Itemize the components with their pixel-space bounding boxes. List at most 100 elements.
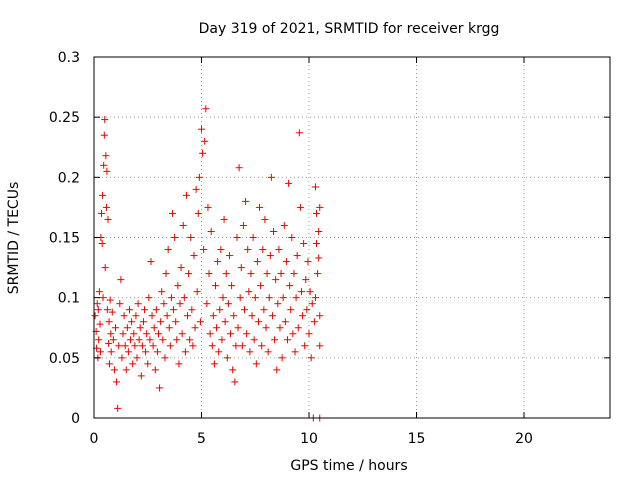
data-point [296, 203, 304, 211]
data-point [187, 234, 195, 241]
data-point [186, 336, 194, 344]
data-point [239, 221, 247, 229]
data-point [257, 282, 265, 290]
data-point [177, 264, 185, 272]
data-point [106, 296, 114, 304]
data-point [151, 366, 159, 374]
data-point [315, 254, 323, 262]
data-point [108, 308, 116, 316]
data-point [163, 312, 171, 320]
data-point [204, 203, 212, 211]
y-tick-label: 0.3 [58, 50, 80, 66]
data-point [115, 342, 123, 350]
data-point [99, 294, 107, 302]
data-point [166, 342, 174, 350]
data-point [138, 342, 146, 350]
data-point [170, 306, 178, 314]
data-point [167, 294, 175, 302]
data-point [287, 306, 295, 314]
data-point [103, 167, 111, 175]
data-point [236, 294, 244, 302]
data-point [107, 348, 115, 356]
data-point [96, 320, 104, 328]
data-point [307, 354, 315, 362]
data-point [174, 282, 182, 290]
data-point [165, 324, 173, 332]
data-point [91, 312, 99, 320]
data-point [206, 330, 214, 338]
data-point [202, 105, 210, 113]
data-point [122, 366, 130, 374]
data-point [143, 330, 151, 338]
data-point [160, 300, 168, 308]
data-point [214, 258, 222, 266]
data-point [161, 354, 169, 362]
data-point [265, 294, 273, 302]
data-point [175, 360, 183, 368]
data-point [219, 294, 227, 302]
x-axis-label: GPS time / hours [290, 458, 407, 474]
y-tick-label: 0.25 [49, 110, 80, 126]
data-point [102, 152, 110, 160]
data-point [292, 294, 300, 302]
data-point [158, 288, 166, 296]
data-point [184, 312, 192, 320]
data-point [277, 270, 285, 278]
data-point [270, 227, 278, 235]
data-point [316, 342, 324, 350]
data-point [280, 221, 288, 229]
data-point [241, 306, 248, 314]
data-point [147, 258, 155, 266]
data-point [301, 342, 309, 350]
data-point [281, 318, 289, 326]
data-point [217, 246, 225, 254]
data-point [242, 197, 250, 205]
data-point [104, 215, 112, 223]
data-point [313, 240, 321, 248]
data-point [199, 149, 207, 157]
data-point [267, 173, 275, 181]
data-point [152, 306, 160, 314]
data-point [251, 294, 259, 302]
data-point [120, 312, 128, 320]
data-point [149, 342, 157, 350]
data-point [284, 336, 291, 344]
data-point [157, 318, 165, 326]
data-point [200, 246, 208, 254]
data-point [244, 246, 252, 254]
labels-layer: 0 5 10 15 20 0 0.05 0.1 0.15 0.2 0.25 0.3 [49, 50, 533, 447]
data-point [273, 366, 281, 374]
data-point [123, 324, 131, 332]
data-point [264, 348, 272, 356]
data-point [316, 312, 324, 320]
data-point [223, 354, 231, 362]
data-point [293, 252, 301, 260]
data-point [203, 300, 211, 308]
data-point [229, 366, 237, 374]
data-point [156, 384, 164, 392]
chart-title: Day 319 of 2021, SRMTID for receiver krg… [199, 21, 500, 37]
data-point [100, 131, 108, 139]
data-point [315, 227, 323, 235]
data-point [235, 164, 243, 172]
data-point [180, 294, 188, 302]
data-point [237, 264, 245, 272]
data-point [171, 234, 179, 241]
data-point [260, 306, 268, 314]
data-point [224, 300, 232, 308]
data-point [300, 240, 308, 248]
data-point [306, 288, 314, 296]
x-tick-label: 10 [300, 431, 318, 447]
data-point [191, 324, 199, 332]
y-axis-label: SRMTID / TECUs [6, 182, 22, 295]
data-point [291, 348, 299, 356]
data-point [145, 294, 153, 302]
data-point [211, 282, 219, 290]
data-point [207, 227, 215, 235]
data-point [266, 252, 274, 260]
data-point [188, 306, 196, 314]
data-point [227, 330, 235, 338]
data-point [181, 348, 189, 356]
data-point [210, 360, 218, 368]
data-point [246, 348, 254, 356]
